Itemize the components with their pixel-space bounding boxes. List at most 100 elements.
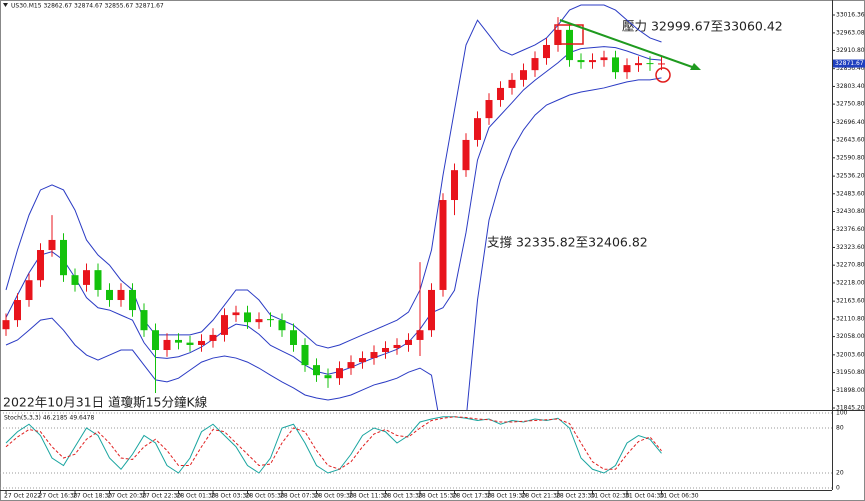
highlight-circle <box>655 67 671 83</box>
stoch-signal <box>5 416 662 470</box>
candle-body <box>221 315 228 335</box>
x-tick-label: 28 Oct 07:30 <box>280 493 319 500</box>
candle-body <box>60 239 67 276</box>
resistance-note: 壓力 32999.67至33060.42 <box>622 19 783 34</box>
x-tick-label: 28 Oct 09:30 <box>315 493 354 500</box>
candle-body <box>186 342 194 345</box>
candle-body <box>462 139 470 171</box>
x-tick-label: 28 Oct 01:30 <box>177 493 216 500</box>
x-tick-label: 27 Oct 20:30 <box>108 493 147 500</box>
candle-body <box>71 275 79 285</box>
price-pane <box>2 4 665 410</box>
y-tick-label: 32696.40 <box>836 119 865 126</box>
x-tick-label: 28 Oct 11:30 <box>349 493 388 500</box>
candle-body <box>175 339 182 343</box>
y-tick-label: 0 <box>836 485 840 492</box>
candle-body <box>520 70 527 80</box>
candle-body <box>635 63 642 66</box>
candle-body <box>600 57 608 61</box>
support-note: 支撐 32335.82至32406.82 <box>487 235 648 250</box>
last-price-label: 32871.67 <box>835 60 864 67</box>
x-tick-label: 28 Oct 03:30 <box>211 493 250 500</box>
candle-body <box>25 280 33 301</box>
stoch-main <box>5 416 662 474</box>
candle-body <box>267 319 274 321</box>
x-tick-label: 31 Oct 06:30 <box>660 493 699 500</box>
candle-body <box>140 310 148 331</box>
candle-body <box>623 65 631 73</box>
candle-body <box>163 339 171 351</box>
x-tick-label: 28 Oct 15:30 <box>418 493 457 500</box>
x-tick-label: 27 Oct 2022 <box>4 493 41 500</box>
y-tick-label: 32803.40 <box>836 83 865 90</box>
candle-body <box>508 79 516 88</box>
candle-body <box>94 270 102 290</box>
y-tick-label: 80 <box>836 425 844 432</box>
x-tick-label: 28 Oct 19:30 <box>487 493 526 500</box>
candle-body <box>2 320 10 330</box>
candle-body <box>646 63 654 65</box>
last-price-box <box>833 59 865 68</box>
symbol-icon <box>3 3 8 7</box>
x-tick-label: 28 Oct 23:30 <box>556 493 595 500</box>
candle-body <box>589 60 596 63</box>
candle-body <box>497 87 504 101</box>
y-tick-label: 32643.60 <box>836 137 865 144</box>
candle-body <box>117 289 125 301</box>
y-tick-label: 32430.80 <box>836 208 865 215</box>
bollinger-lower <box>5 77 662 410</box>
candle-body <box>313 365 320 376</box>
y-tick-label: 32910.80 <box>836 47 865 54</box>
candle-body <box>14 300 21 321</box>
y-tick-label: 31845.20 <box>836 405 865 412</box>
candle-body <box>37 250 44 281</box>
y-tick-label: 31898.00 <box>836 387 865 394</box>
y-tick-label: 32058.00 <box>836 333 865 340</box>
candle-body <box>232 312 240 316</box>
candle-body <box>393 344 401 349</box>
candle-body <box>658 63 665 65</box>
x-tick-label: 28 Oct 05:30 <box>246 493 285 500</box>
candle-body <box>439 200 447 290</box>
candle-body <box>612 57 619 73</box>
candle-body <box>152 330 159 351</box>
x-tick-label: 27 Oct 22:30 <box>142 493 181 500</box>
candle-body <box>416 330 424 340</box>
y-tick-label: 32323.60 <box>836 244 865 251</box>
candle-body <box>129 289 136 311</box>
bollinger-middle <box>5 46 662 375</box>
x-tick-label: 28 Oct 13:30 <box>384 493 423 500</box>
candle-body <box>209 334 217 341</box>
trend-line <box>559 19 696 69</box>
bollinger-upper <box>5 4 662 349</box>
y-tick-label: 32270.80 <box>836 262 865 269</box>
candle-body <box>324 375 332 379</box>
stoch-pane <box>0 412 832 489</box>
candle-body <box>531 58 539 71</box>
x-tick-label: 31 Oct 02:30 <box>591 493 630 500</box>
candle-body <box>336 368 343 379</box>
candle-body <box>485 100 493 119</box>
y-tick-label: 20 <box>836 470 844 477</box>
candle-body <box>83 270 90 285</box>
x-tick-label: 31 Oct 04:30 <box>625 493 664 500</box>
candle-body <box>278 320 286 331</box>
chart-caption: 2022年10月31日 道瓊斯15分鐘K線 <box>3 395 208 410</box>
y-tick-label: 31950.80 <box>836 369 865 376</box>
y-tick-label: 32376.60 <box>836 226 865 233</box>
candle-body <box>382 348 389 353</box>
y-tick-label: 32218.00 <box>836 279 865 286</box>
candle-body <box>301 344 309 366</box>
candle-body <box>198 340 205 345</box>
y-tick-label: 32750.80 <box>836 101 865 108</box>
candle-body <box>290 330 297 345</box>
x-tick-label: 28 Oct 17:30 <box>453 493 492 500</box>
candle-body <box>428 289 435 331</box>
candle-body <box>244 312 251 323</box>
y-tick-label: 100 <box>836 410 848 417</box>
candle-body <box>405 339 412 345</box>
stoch-header: Stoch(5,3,3) 46.2185 49.6478 <box>4 415 95 422</box>
